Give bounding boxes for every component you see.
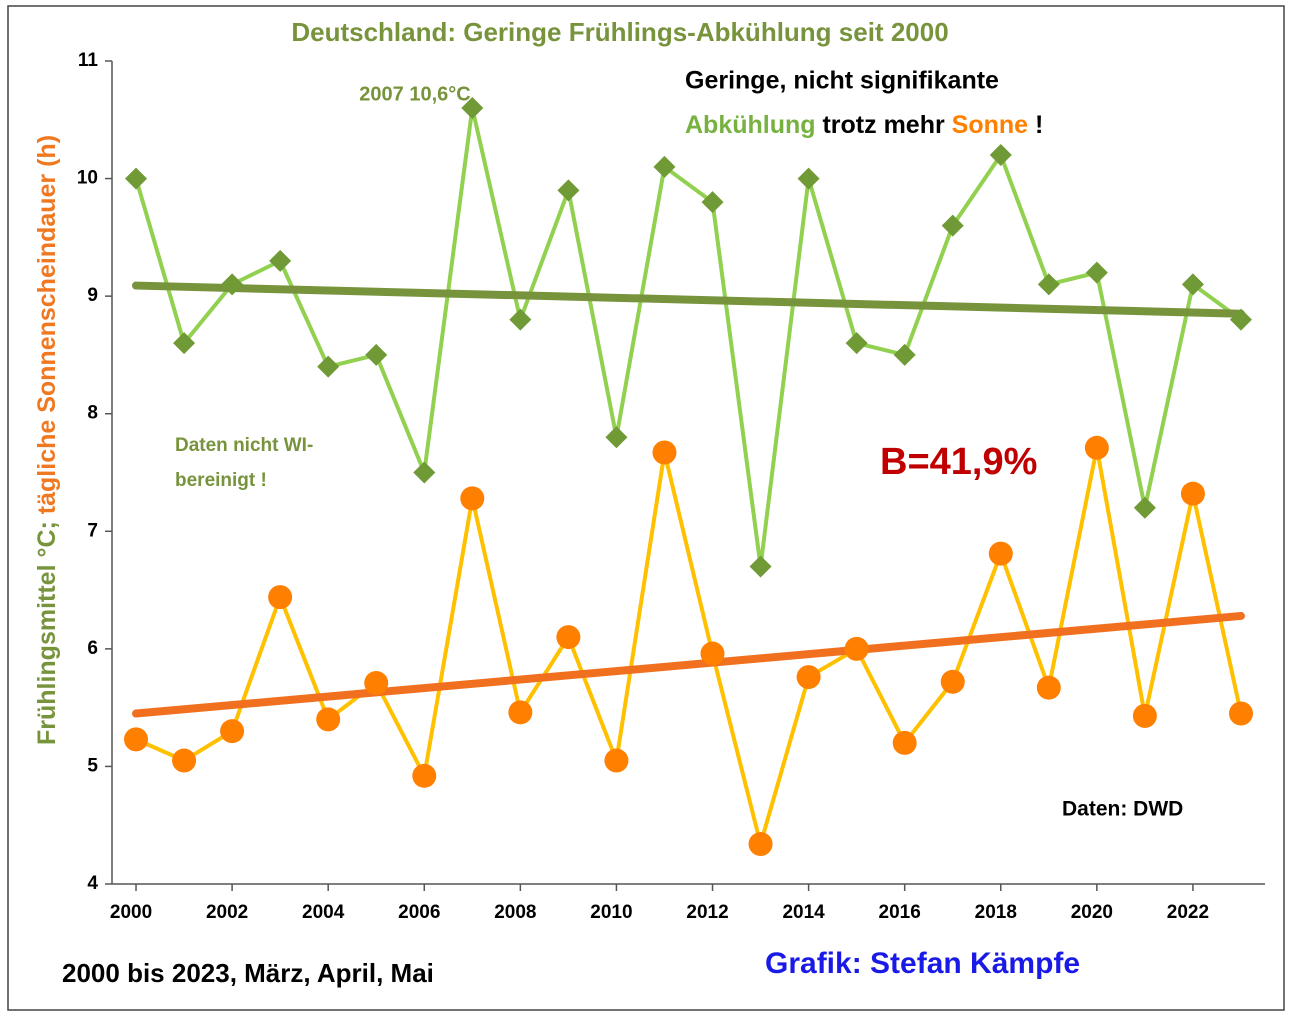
marker [364,670,389,695]
y-tick-label: 11 [78,50,99,71]
marker [508,700,533,725]
marker [749,555,772,578]
annotation: Abkühlung trotz mehr Sonne ! [685,111,1043,139]
marker [988,541,1013,566]
frame [7,5,1285,1011]
x-tick-label: 2018 [975,902,1017,923]
annotation: B=41,9% [880,441,1037,483]
marker [509,308,532,331]
marker [701,191,724,214]
marker [316,707,341,732]
marker [1180,481,1205,506]
x-tick-label: 2022 [1167,902,1209,923]
text-part: trotz mehr [816,111,952,139]
marker [173,332,196,355]
marker [460,486,485,511]
marker [413,461,436,484]
y-tick-label: 10 [77,168,98,189]
marker [269,249,292,272]
marker [796,665,821,690]
marker [1181,273,1204,296]
marker [1132,703,1157,728]
marker [845,332,868,355]
x-tick-label: 2002 [206,902,248,923]
marker [797,167,820,190]
text-part: Sonne [952,111,1028,139]
marker [989,144,1012,167]
marker [1228,701,1253,726]
marker [844,636,869,661]
x-tick-label: 2020 [1071,902,1113,923]
marker [268,585,293,610]
series-line [135,445,1243,847]
marker [748,832,773,857]
marker [1133,496,1156,519]
annotation: Grafik: Stefan Kämpfe [765,947,1080,980]
series-line [134,106,1243,569]
y-tick-label: 5 [87,755,98,776]
x-tick-label: 2006 [398,902,440,923]
marker [124,727,149,752]
y-tick-label: 6 [87,638,98,659]
y-tick-label: 4 [87,873,98,894]
marker [221,273,244,296]
x-tick-label: 2016 [879,902,921,923]
marker [652,440,677,465]
marker [461,97,484,120]
marker [940,669,965,694]
marker [605,426,628,449]
marker [892,730,917,755]
x-tick-label: 2004 [302,902,345,923]
annotation: Daten: DWD [1062,798,1183,821]
y-tick-label: 9 [87,285,98,306]
marker [604,748,629,773]
marker [653,155,676,178]
marker [317,355,340,378]
marker [700,641,725,666]
marker [412,763,437,788]
text-part: Abkühlung [685,111,816,139]
x-tick-label: 2000 [110,902,152,923]
text-part: Frühlingsmittel °C; [33,514,61,745]
annotation: Geringe, nicht signifikante [685,67,999,95]
trend-line [132,281,1245,318]
annotation: Daten nicht WI- [175,435,313,456]
marker [557,179,580,202]
marker [365,343,388,366]
marker [1084,435,1109,460]
x-tick-label: 2008 [494,902,536,923]
marker [893,343,916,366]
y-tick-label: 7 [87,520,98,541]
marker [941,214,964,237]
marker [1036,675,1061,700]
annotation: 2000 bis 2023, März, April, Mai [62,958,434,988]
y-axis-label: Frühlingsmittel °C; tägliche Sonnenschei… [33,135,61,745]
marker [1037,273,1060,296]
marker [172,748,197,773]
text-part: tägliche Sonnenscheindauer (h) [33,135,61,514]
marker [1229,308,1252,331]
text-part: ! [1028,111,1043,139]
annotation: bereinigt ! [175,470,267,491]
marker [220,719,245,744]
annotation: 2007 10,6°C [359,83,470,105]
x-tick-label: 2012 [686,902,728,923]
x-tick-label: 2010 [590,902,632,923]
marker [556,625,581,650]
chart-title: Deutschland: Geringe Frühlings-Abkühlung… [291,17,948,47]
trend-line [132,611,1245,718]
marker [1085,261,1108,284]
x-tick-label: 2014 [782,902,825,923]
y-tick-label: 8 [87,403,98,424]
marker [125,167,148,190]
